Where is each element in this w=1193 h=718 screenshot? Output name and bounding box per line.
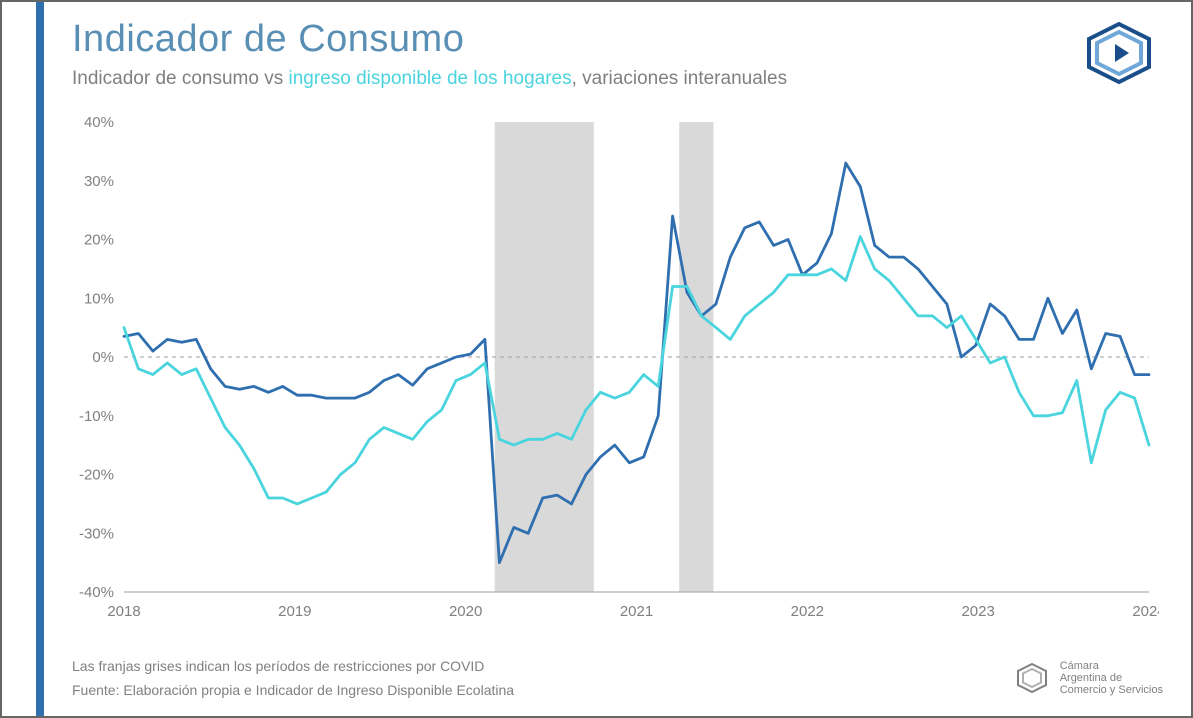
footnote-source: Fuente: Elaboración propia e Indicador d… [72, 682, 514, 698]
chart-title: Indicador de Consumo [72, 18, 464, 61]
subtitle-part-a: Indicador de consumo vs [72, 68, 289, 89]
svg-text:2024: 2024 [1132, 603, 1159, 620]
svg-text:2018: 2018 [107, 603, 140, 620]
svg-text:10%: 10% [84, 290, 114, 307]
footer-org-l1: Cámara [1060, 660, 1099, 672]
chart-subtitle: Indicador de consumo vs ingreso disponib… [72, 68, 787, 90]
accent-bar [36, 2, 44, 716]
footer-org-text: Cámara Argentina de Comercio y Servicios [1060, 660, 1163, 696]
svg-text:30%: 30% [84, 173, 114, 190]
svg-text:0%: 0% [92, 349, 114, 366]
svg-text:2022: 2022 [791, 603, 824, 620]
footer-org-l2: Argentina de [1060, 672, 1122, 684]
svg-text:2019: 2019 [278, 603, 311, 620]
svg-text:-40%: -40% [79, 584, 114, 601]
subtitle-part-c: , variaciones interanuales [572, 68, 787, 89]
svg-text:2020: 2020 [449, 603, 482, 620]
svg-text:2021: 2021 [620, 603, 653, 620]
footnote-covid: Las franjas grises indican los períodos … [72, 658, 484, 674]
svg-text:-10%: -10% [79, 408, 114, 425]
chart-card: Indicador de Consumo Indicador de consum… [0, 0, 1193, 718]
svg-text:40%: 40% [84, 114, 114, 131]
svg-text:2023: 2023 [961, 603, 994, 620]
footer-org-l3: Comercio y Servicios [1060, 684, 1163, 696]
footer-org-logo: Cámara Argentina de Comercio y Servicios [1015, 660, 1163, 696]
chart-plot: -40% -30% -20% -10% 0% 10% 20% 30% 40% 2018 2019 20… [64, 112, 1159, 632]
svg-text:-20%: -20% [79, 467, 114, 484]
svg-text:-30%: -30% [79, 525, 114, 542]
subtitle-highlight: ingreso disponible de los hogares [289, 68, 572, 89]
brand-logo-icon [1083, 22, 1155, 89]
svg-text:20%: 20% [84, 232, 114, 249]
